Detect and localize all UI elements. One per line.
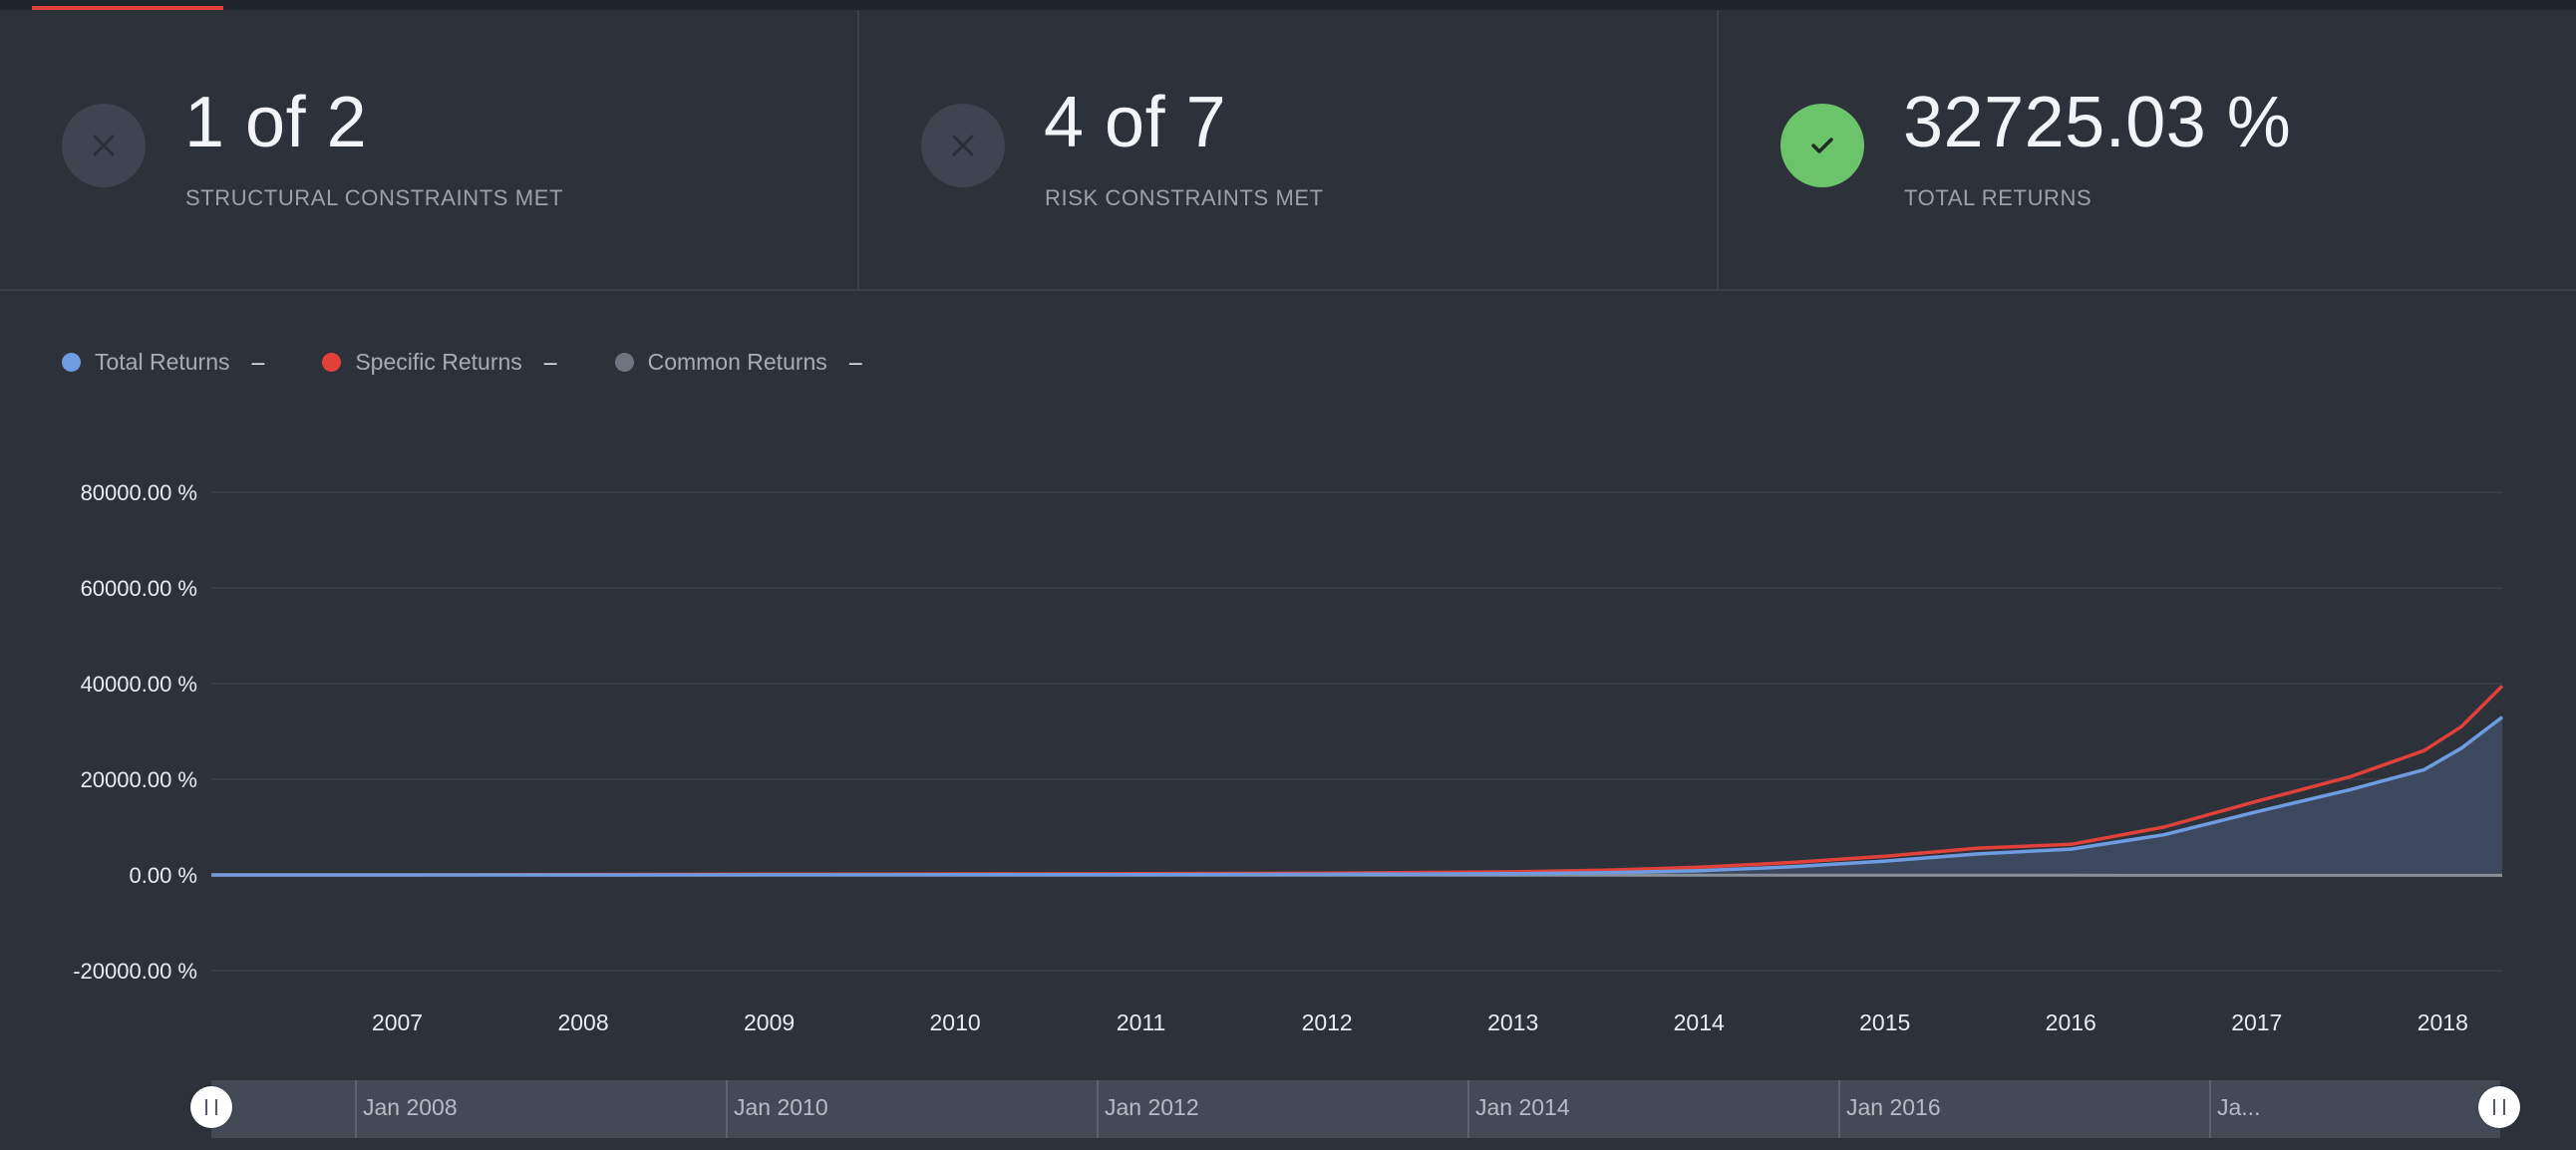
x-tick-label: 2016: [2046, 1009, 2096, 1035]
y-tick-label: 20000.00 %: [81, 767, 197, 792]
y-tick-label: 80000.00 %: [81, 480, 197, 505]
navigator-label: Ja...: [2217, 1094, 2261, 1120]
chart-legend: Total Returns – Specific Returns – Commo…: [62, 349, 920, 376]
x-tick-label: 2008: [557, 1009, 608, 1035]
stats-bar: 1 of 2 STRUCTURAL CONSTRAINTS MET 4 of 7…: [0, 10, 2576, 291]
navigator-separator: [1467, 1080, 1469, 1138]
y-tick-label: 40000.00 %: [81, 672, 197, 697]
legend-item-common-returns[interactable]: Common Returns –: [614, 349, 862, 376]
navigator-label: Jan 2016: [1846, 1094, 1941, 1120]
stat-value: 4 of 7: [1044, 83, 1227, 162]
x-tick-label: 2013: [1487, 1009, 1538, 1035]
x-tick-label: 2011: [1117, 1009, 1165, 1035]
stat-total-returns: 32725.03 % TOTAL RETURNS: [1719, 10, 2576, 289]
range-handle-right[interactable]: [2478, 1086, 2520, 1128]
legend-value: –: [848, 349, 862, 375]
stat-label: STRUCTURAL CONSTRAINTS MET: [185, 185, 564, 210]
legend-value: –: [251, 349, 265, 375]
check-icon: [1780, 104, 1864, 187]
x-tick-label: 2007: [372, 1009, 423, 1035]
legend-dot: [322, 353, 342, 372]
legend-label: Total Returns: [95, 349, 230, 375]
navigator-separator: [2209, 1080, 2211, 1138]
x-tick-label: 2018: [2417, 1009, 2468, 1035]
y-tick-label: 0.00 %: [130, 863, 198, 888]
total-returns-area: [211, 717, 2502, 875]
stat-structural-constraints: 1 of 2 STRUCTURAL CONSTRAINTS MET: [0, 10, 859, 289]
navigator-label: Jan 2010: [734, 1094, 828, 1120]
navigator-separator: [1097, 1080, 1099, 1138]
x-tick-label: 2012: [1302, 1009, 1353, 1035]
legend-item-specific-returns[interactable]: Specific Returns –: [322, 349, 557, 376]
legend-label: Common Returns: [647, 349, 827, 375]
range-navigator[interactable]: Jan 2008 Jan 2010 Jan 2012 Jan 2014 Jan 2016…: [211, 1080, 2500, 1138]
legend-item-total-returns[interactable]: Total Returns –: [62, 349, 264, 376]
stat-label: TOTAL RETURNS: [1904, 185, 2093, 210]
close-icon: [921, 104, 1005, 187]
stat-value: 1 of 2: [184, 83, 368, 162]
x-tick-label: 2010: [930, 1009, 981, 1035]
drag-handle-icon: [205, 1099, 217, 1115]
navigator-separator: [726, 1080, 728, 1138]
x-tick-label: 2014: [1674, 1009, 1725, 1035]
y-tick-label: 60000.00 %: [81, 576, 197, 601]
y-tick-label: -20000.00 %: [73, 959, 197, 984]
range-handle-left[interactable]: [190, 1086, 232, 1128]
navigator-separator: [1838, 1080, 1840, 1138]
navigator-label: Jan 2012: [1105, 1094, 1199, 1120]
stat-risk-constraints: 4 of 7 RISK CONSTRAINTS MET: [859, 10, 1719, 289]
legend-value: –: [543, 349, 557, 375]
navigator-separator: [355, 1080, 357, 1138]
stat-label: RISK CONSTRAINTS MET: [1045, 185, 1324, 210]
x-tick-label: 2015: [1859, 1009, 1910, 1035]
legend-label: Specific Returns: [355, 349, 522, 375]
active-tab-indicator: [32, 6, 223, 10]
legend-dot: [614, 353, 634, 372]
legend-dot: [62, 353, 81, 372]
returns-chart[interactable]: 80000.00 % 60000.00 % 40000.00 % 20000.00 %…: [0, 438, 2576, 1046]
series-line-total-returns: [211, 716, 2504, 877]
navigator-label: Jan 2008: [363, 1094, 458, 1120]
top-strip: [0, 0, 2576, 10]
close-icon: [62, 104, 146, 187]
drag-handle-icon: [2493, 1099, 2505, 1115]
x-tick-label: 2017: [2231, 1009, 2282, 1035]
x-tick-label: 2009: [744, 1009, 795, 1035]
stat-value: 32725.03 %: [1903, 83, 2292, 162]
navigator-label: Jan 2014: [1475, 1094, 1570, 1120]
